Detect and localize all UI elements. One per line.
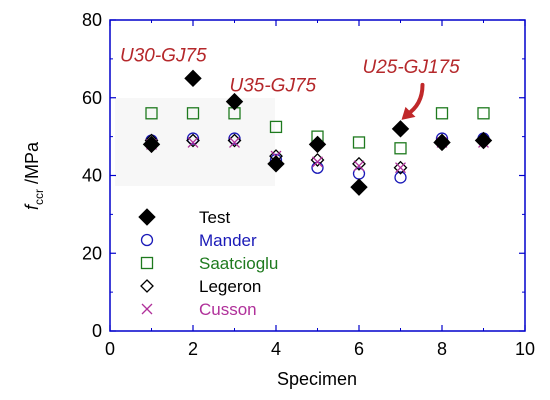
legend-label-legeron: Legeron — [199, 277, 261, 296]
legend-marker-saatcioglu — [140, 256, 154, 270]
x-tick-label: 4 — [271, 339, 281, 359]
legend-marker-legeron — [140, 279, 154, 293]
mander-point — [394, 171, 407, 184]
faint-background-text — [115, 98, 275, 186]
y-axis-label: fccr /MPa — [22, 141, 46, 210]
data-markers — [142, 69, 493, 196]
x-tick-label: 2 — [188, 339, 198, 359]
legend-marker-test — [138, 208, 156, 226]
test-point — [391, 120, 410, 138]
legend: Test Mander Saatcioglu Legeron Cusson — [138, 208, 278, 319]
annotation-u25-gj175: U25-GJ175 — [363, 57, 461, 78]
x-tick-label: 10 — [515, 339, 535, 359]
annotation-arrow-head — [401, 106, 416, 120]
legeron-point — [393, 160, 408, 175]
saatcioglu-point — [186, 107, 200, 120]
cusson-point — [187, 136, 199, 148]
test-point — [474, 131, 493, 150]
cusson-point — [229, 136, 240, 148]
saatcioglu-point — [269, 120, 283, 134]
y-axis-label-unit: /MPa — [22, 141, 42, 189]
tick-labels: 0 2 4 6 8 10 0 20 40 60 80 — [82, 10, 535, 359]
cusson-point — [312, 156, 323, 168]
y-tick-label: 80 — [82, 10, 102, 30]
annotations: U30-GJ75 U35-GJ75 U25-GJ175 — [120, 45, 460, 120]
legend-label-mander: Mander — [199, 231, 257, 250]
legend-marker-mander — [140, 233, 154, 247]
saatcioglu-point — [145, 107, 158, 120]
y-tick-label: 40 — [82, 166, 102, 186]
legend-marker-cusson — [141, 303, 153, 315]
y-axis-label-main: f — [22, 203, 42, 210]
test-point — [433, 133, 451, 152]
mander-point — [186, 132, 200, 145]
test-point — [225, 92, 244, 111]
y-tick-label: 0 — [92, 321, 102, 341]
cusson-point — [395, 162, 406, 174]
x-tick-label: 8 — [437, 339, 447, 359]
cusson-point — [353, 160, 365, 172]
legend-label-cusson: Cusson — [199, 300, 257, 319]
saatcioglu-point — [435, 107, 449, 120]
saatcioglu-point — [352, 136, 366, 149]
test-point — [142, 135, 161, 154]
axis-ticks — [109, 19, 526, 332]
y-axis-label-sub: ccr — [32, 189, 46, 205]
test-point — [350, 178, 368, 196]
y-tick-label: 20 — [82, 243, 102, 263]
mander-point — [311, 161, 324, 174]
x-tick-label: 6 — [354, 339, 364, 359]
annotation-u30-gj75: U30-GJ75 — [120, 45, 207, 66]
annotation-u35-gj75: U35-GJ75 — [230, 76, 317, 97]
x-axis-label: Specimen — [277, 369, 357, 389]
test-point — [267, 155, 285, 173]
test-point — [308, 135, 327, 154]
mander-point — [228, 132, 241, 145]
legend-label-saatcioglu: Saatcioglu — [199, 254, 278, 273]
saatcioglu-point — [394, 142, 407, 155]
legend-label-test: Test — [199, 208, 230, 227]
test-point — [184, 69, 202, 88]
y-tick-label: 60 — [82, 88, 102, 108]
saatcioglu-point — [477, 107, 490, 120]
x-tick-label: 0 — [105, 339, 115, 359]
